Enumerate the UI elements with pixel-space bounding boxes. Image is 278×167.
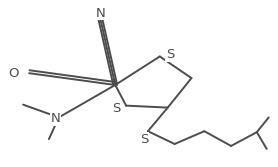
Text: O: O: [9, 67, 19, 80]
Text: N: N: [51, 112, 61, 125]
Text: S: S: [166, 48, 174, 61]
Text: N: N: [96, 7, 105, 20]
Text: S: S: [112, 102, 120, 115]
Text: S: S: [140, 133, 148, 146]
